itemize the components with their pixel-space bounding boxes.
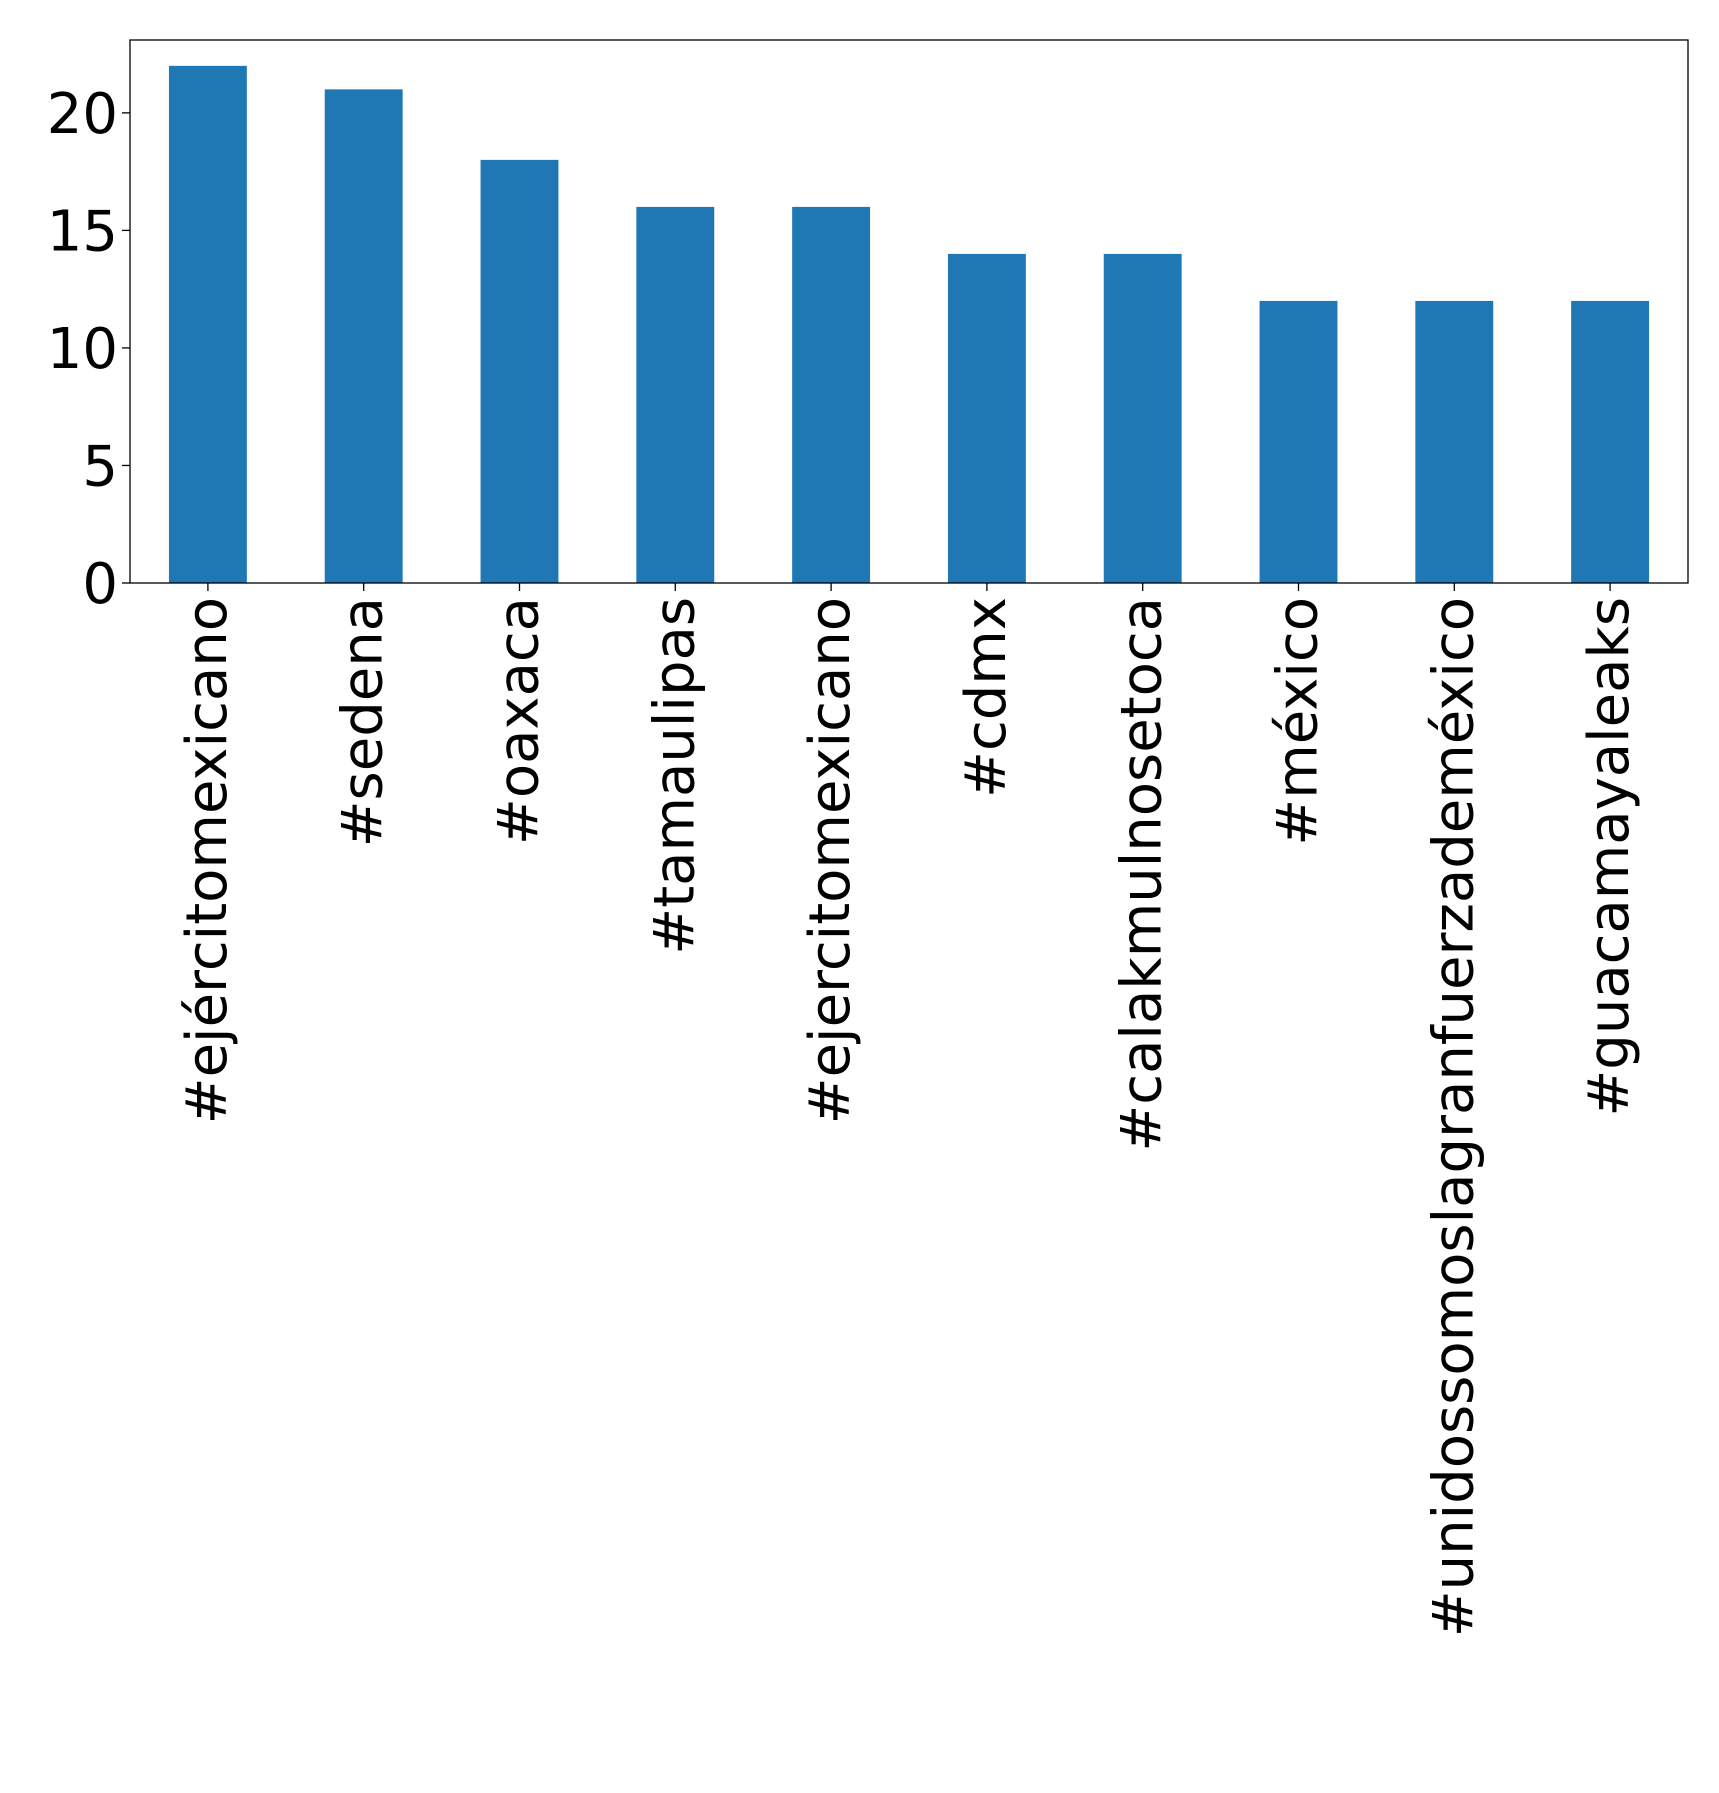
x-tick-label: #unidossomoslagranfuerzademéxico bbox=[1421, 597, 1486, 1637]
y-tick-label: 15 bbox=[47, 199, 118, 264]
x-tick-label: #guacamayaleaks bbox=[1577, 597, 1642, 1117]
y-tick-label: 20 bbox=[47, 82, 118, 147]
bar bbox=[947, 253, 1026, 583]
x-axis: #ejércitomexicano #sedena #oaxaca #tamaulip… bbox=[175, 583, 1642, 1637]
y-tick-label: 5 bbox=[82, 434, 118, 499]
bar bbox=[1103, 253, 1182, 583]
bar bbox=[1415, 300, 1494, 583]
y-tick-label: 10 bbox=[47, 317, 118, 382]
plot-frame bbox=[129, 39, 1689, 584]
x-tick-label: #calakmulnosetoca bbox=[1110, 597, 1175, 1152]
x-tick-label: #tamaulipas bbox=[642, 597, 707, 955]
bar bbox=[1571, 300, 1650, 583]
bar bbox=[324, 89, 403, 583]
bars-layer bbox=[168, 65, 1650, 584]
bar bbox=[1259, 300, 1338, 583]
x-tick-label: #méxico bbox=[1266, 597, 1331, 846]
x-tick-label: #cdmx bbox=[954, 597, 1019, 798]
x-tick-label: #sedena bbox=[331, 597, 396, 847]
y-axis: 0 5 10 15 20 bbox=[47, 82, 130, 617]
x-tick-label: #ejércitomexicano bbox=[175, 597, 240, 1124]
bar bbox=[636, 206, 715, 583]
bar bbox=[168, 65, 247, 584]
bar bbox=[792, 206, 871, 583]
x-tick-label: #oaxaca bbox=[487, 597, 552, 845]
x-tick-label: #ejercitomexicano bbox=[798, 597, 863, 1124]
bar bbox=[480, 159, 559, 583]
y-tick-label: 0 bbox=[82, 552, 118, 617]
